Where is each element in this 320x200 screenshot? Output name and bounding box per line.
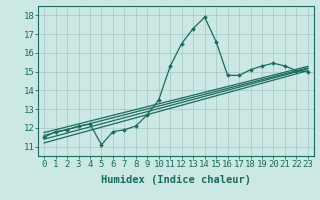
X-axis label: Humidex (Indice chaleur): Humidex (Indice chaleur) bbox=[101, 175, 251, 185]
